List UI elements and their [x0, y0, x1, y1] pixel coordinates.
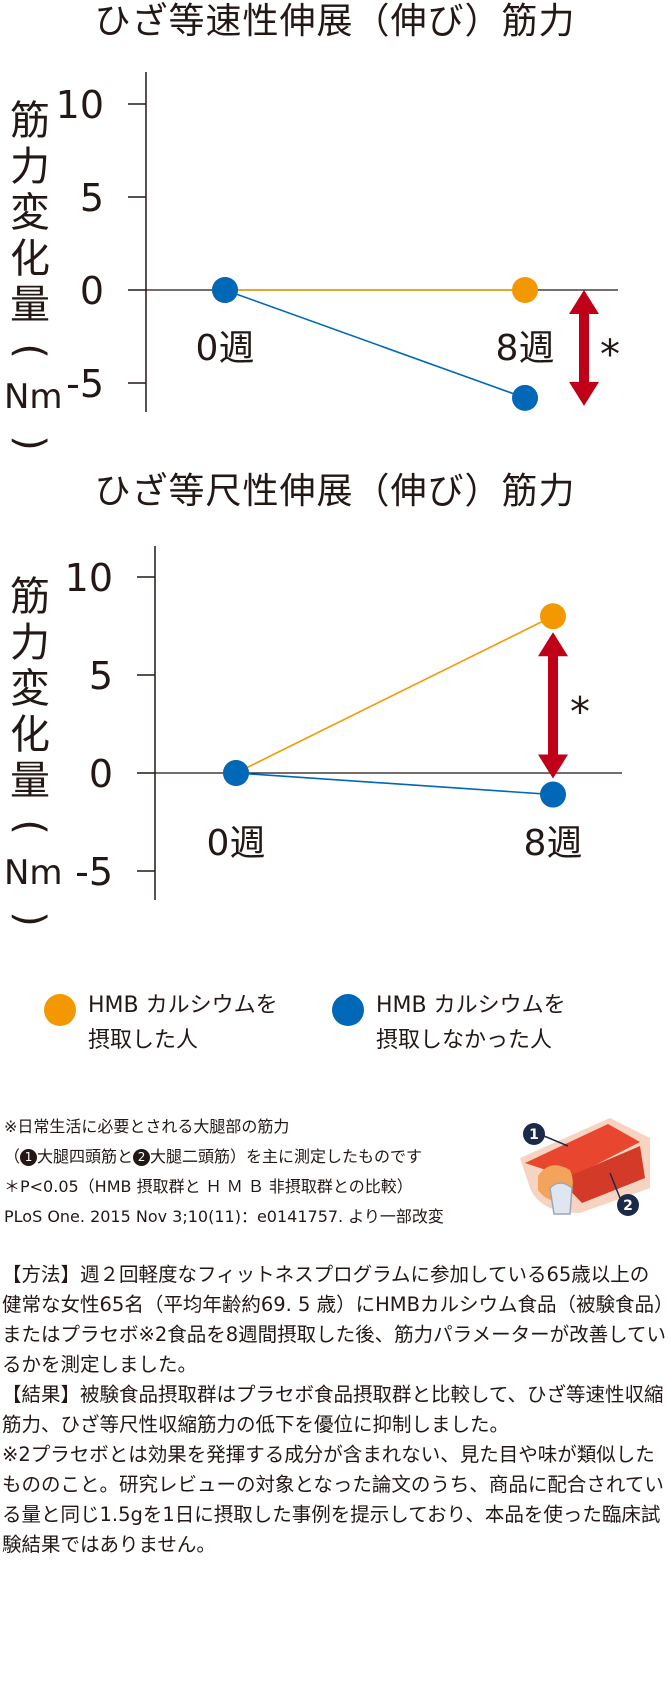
legend-label: HMB カルシウムを 摂取した人 [88, 988, 278, 1058]
label-marker-2-text: 2 [623, 1198, 633, 1214]
y-tick-label: 0 [80, 269, 104, 313]
significance-arrow-head-up [569, 290, 599, 314]
significance-asterisk: * [600, 332, 620, 378]
ylabel-char: 変 [10, 666, 50, 712]
knee-illustration: 1 2 [520, 1118, 650, 1216]
note-line-2: （1 大腿四頭筋と 2 大腿二頭筋）を主に測定したものです [4, 1142, 524, 1172]
label-marker-2 [617, 1194, 639, 1216]
legend-marker [44, 994, 76, 1026]
result-paragraph: 【結果】被験食品摂取群はプラセボ食品摂取群と比較して、ひざ等速性収縮筋力、ひざ等… [2, 1383, 664, 1436]
note-paren: （ [4, 1147, 21, 1166]
legend-marker [332, 994, 364, 1026]
significance-arrow-shaft [579, 312, 589, 384]
ylabel-char: 力 [10, 620, 50, 666]
biceps-femoris-muscle [560, 1146, 645, 1203]
legend-label-line: HMB カルシウムを [88, 993, 278, 1018]
y-tick-label: 5 [80, 176, 104, 220]
y-tick-label: -5 [75, 850, 113, 894]
series-line [235, 772, 554, 796]
significance-arrow-shaft [548, 654, 558, 757]
note-line-3: ＊P<0.05（HMB 摂取群と Ｈ Ｍ Ｂ 非摂取群との比較） [4, 1177, 413, 1196]
data-point [540, 603, 566, 630]
significance-arrow-head-up [538, 632, 568, 657]
series-line [224, 289, 526, 399]
ylabel-char: Nm [4, 853, 63, 893]
chart-2-plot: 10 5 0 -5 0週 8週 * [65, 546, 622, 900]
data-point [540, 781, 566, 808]
quadriceps-muscle [525, 1124, 640, 1178]
legend-label-line: HMB カルシウムを [376, 993, 566, 1018]
note-text: 大腿四頭筋と [37, 1147, 134, 1166]
chart-1-plot: 10 5 0 -5 0週 8週 * [56, 72, 620, 412]
legend-label-line: 摂取しなかった人 [376, 1028, 553, 1053]
x-category-label: 8週 [496, 328, 555, 369]
chart-2-title: ひざ等尺性伸展（伸び）筋力 [94, 471, 576, 512]
legend-label-line: 摂取した人 [88, 1028, 199, 1053]
significance-arrow-head-down [569, 381, 599, 406]
ylabel-char: 変 [10, 190, 50, 236]
significance-asterisk: * [570, 689, 590, 735]
notes: ※日常生活に必要とされる大腿部の筋力 （1 大腿四頭筋と 2 大腿二頭筋）を主に測定し… [4, 1112, 524, 1232]
series-line [235, 615, 554, 774]
y-tick-label: 0 [89, 752, 113, 796]
ylabel-char: 量 [10, 282, 50, 328]
legend-item-no-hmb: HMB カルシウムを 摂取しなかった人 [332, 988, 566, 1058]
y-tick-label: 10 [56, 83, 104, 127]
ylabel-char: 力 [10, 144, 50, 190]
label-2-leader [609, 1172, 621, 1199]
ylabel-char: 筋 [10, 98, 50, 144]
x-category-label: 8週 [524, 823, 583, 864]
note-line-4: PLoS One. 2015 Nov 3;10(11)：e0141757. より… [4, 1207, 444, 1226]
knee-joint-bone [549, 1182, 573, 1215]
data-point [212, 277, 238, 303]
number-1-badge: 1 [20, 1149, 38, 1166]
y-tick-label: -5 [66, 362, 104, 406]
x-category-label: 0週 [207, 823, 266, 864]
ylabel-char: 筋 [10, 574, 50, 620]
number-2-badge: 2 [133, 1149, 151, 1166]
note-text: 大腿二頭筋）を主に測定したものです [150, 1147, 423, 1166]
note-line-1: ※日常生活に必要とされる大腿部の筋力 [4, 1117, 290, 1136]
ylabel-char: 化 [10, 712, 50, 758]
ylabel-char: 化 [10, 236, 50, 282]
placebo-footnote: ※2プラセボとは効果を発揮する成分が含まれない、見た目や味が類似したもののこと。… [2, 1443, 664, 1556]
label-marker-1-text: 1 [529, 1127, 539, 1143]
legend-item-hmb: HMB カルシウムを 摂取した人 [44, 988, 278, 1058]
x-category-label: 0週 [196, 328, 255, 369]
chart-2-ylabel: 筋 力 変 化 量 ( Nm ) [4, 574, 63, 942]
study-description: 【方法】週２回軽度なフィットネスプログラムに参加している65歳以上の健常な女性6… [2, 1260, 666, 1560]
y-tick-label: 10 [65, 556, 113, 600]
data-point [223, 760, 249, 786]
y-tick-label: 5 [89, 654, 113, 698]
data-point [512, 277, 538, 303]
chart-1-title: ひざ等速性伸展（伸び）筋力 [94, 1, 576, 42]
label-marker-1 [523, 1123, 545, 1145]
data-point [512, 384, 538, 411]
legend-label: HMB カルシウムを 摂取しなかった人 [376, 988, 566, 1058]
chart-1-ylabel: 筋 力 変 化 量 ( Nm ) [4, 98, 63, 466]
significance-arrow-head-down [538, 754, 568, 779]
ylabel-char: 量 [10, 758, 50, 804]
method-paragraph: 【方法】週２回軽度なフィットネスプログラムに参加している65歳以上の健常な女性6… [2, 1263, 666, 1376]
legend: HMB カルシウムを 摂取した人 HMB カルシウムを 摂取しなかった人 [0, 988, 670, 1078]
ylabel-char: Nm [4, 377, 63, 417]
label-1-leader [543, 1135, 569, 1147]
